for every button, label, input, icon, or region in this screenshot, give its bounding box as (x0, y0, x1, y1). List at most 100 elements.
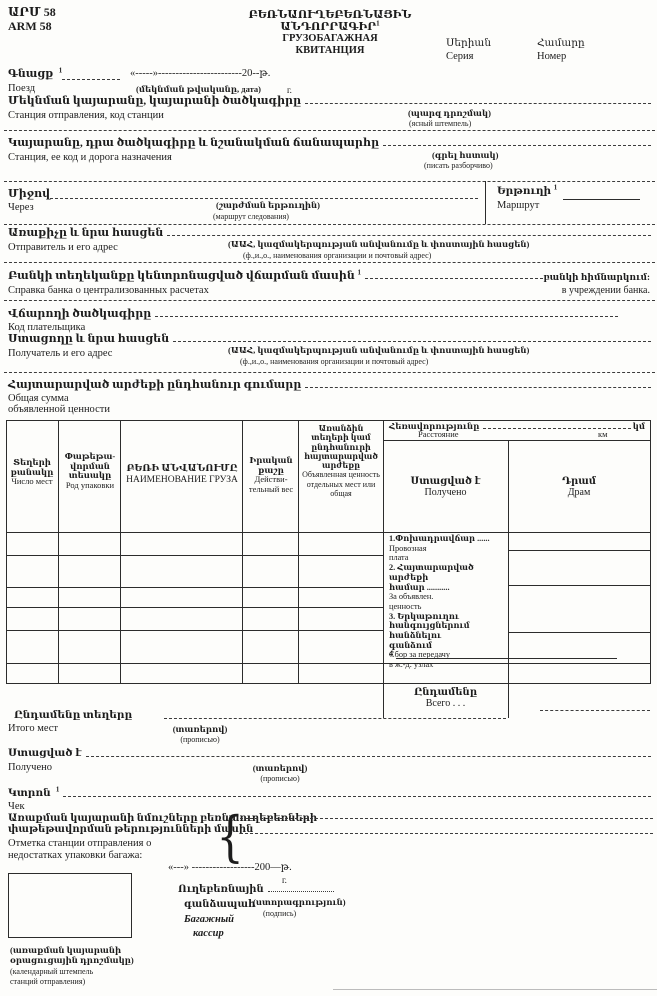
title-hy-line2: ԱՆԴՈՐՐԱԳԻՐ1 (280, 19, 380, 33)
defects-line2-ru: недостатках упаковки багажа: (8, 850, 143, 861)
dep-station-row: Մեկնման կայարանը, կայարանի ծածկագիրը (8, 95, 653, 107)
grid-line (508, 550, 651, 551)
footnote-mark: 1 (357, 268, 361, 277)
fee-line-4: 4 (389, 649, 394, 658)
fill-line (240, 818, 653, 819)
footnote-mark: 1 (376, 19, 380, 28)
footnote-mark: 1 (58, 66, 63, 75)
footnote-mark: 1 (553, 183, 558, 192)
fee-line: գանձում (389, 640, 433, 650)
in-words-note-hy: (տառերով) (172, 724, 228, 734)
grid-line (6, 532, 651, 533)
receiver-note-ru: (ф.,и.,о., наименования организации и по… (240, 357, 429, 366)
bank-label-hy: Բանկի տեղեկանքը կենտրոնացված վճարման մաս… (8, 268, 361, 282)
bank-right-ru: в учреждении банка. (561, 285, 650, 296)
in-words-note-hy: (տառերով) (252, 763, 308, 773)
fee-line: Провозная (389, 543, 427, 553)
fee-line: ценность (389, 601, 422, 611)
stamp-box (8, 873, 132, 938)
separator (4, 181, 655, 182)
check-label-ru: Чек (8, 801, 25, 812)
grid-line (6, 663, 651, 664)
title-hy-line1: ԲԵՌՆԱՈՒՂԵԲԵՌՆԱՅԻՆ (248, 9, 412, 21)
distance-km-ru: км (598, 429, 608, 439)
sign-date-blank: «---» ------------------200—թ. (168, 862, 292, 873)
in-words-note-ru: (прописью) (180, 735, 220, 744)
route-label-hy: Երթուղի 1 (497, 183, 558, 197)
grid-line (6, 420, 7, 683)
via-label-ru: Через (8, 202, 34, 213)
grid-line (6, 420, 651, 421)
col-header-cargo-name: ԲԵՌԻ ԱՆՎԱՆՈՒՄԸ НАИМЕНОВАНИЕ ГРУЗА (126, 464, 238, 485)
fee-line: За объявлен. (389, 592, 434, 602)
grid-line (298, 420, 299, 683)
fill-line (483, 427, 631, 429)
separator (4, 130, 655, 131)
fee-list: 1.Փոխադրավճար ...... Провозная плата 2. … (389, 534, 506, 670)
brace: { (216, 805, 244, 868)
series-label-ru: Серия (446, 51, 474, 62)
fee-line: Сбор за передачу (389, 650, 450, 660)
title-ru-line2: КВИТАНЦИЯ (295, 44, 365, 56)
distance-header-hy: Հեռավորությունը կմ (389, 421, 645, 431)
grid-line (383, 440, 651, 441)
payer-label-ru: Код плательщика (8, 322, 86, 333)
bank-label-ru: Справка банка о централизованных расчета… (8, 285, 209, 296)
fee-line: плата (389, 553, 409, 563)
separator (4, 224, 655, 225)
col-header-declared-value: Առանձին տեղերի կամ ընդհանուրի հայտարարվա… (302, 424, 380, 499)
form-title: ԲԵՌՆԱՈՒՂԵԲԵՌՆԱՅԻՆ ԱՆԴՈՐՐԱԳԻՐ1 ГРУЗОБАГАЖ… (215, 9, 445, 56)
dest-station-row: Կայարանը, դրա ծածկագիրը և նշանակման ճանա… (8, 137, 653, 149)
fill-line (364, 278, 543, 279)
fill-line (305, 103, 651, 104)
fill-line (167, 235, 651, 236)
total-places-label-hy: Ընդամենը տեղերը (14, 710, 133, 721)
sender-note-hy: (ԱԱՀ, կազմակերպության անվանումը և փոստայ… (228, 239, 530, 249)
defects-line2-hy: փաթեթավորման թերությունների մասին (8, 824, 254, 835)
received-row: Ստացված է (8, 748, 653, 760)
receiver-label-hy: Ստացողը և նրա հասցեն (8, 333, 170, 345)
via-note-ru: (маршрут следования) (213, 212, 289, 221)
footnote-mark: 1 (55, 785, 60, 794)
separator (4, 372, 655, 373)
train-year-g: г. (287, 85, 292, 95)
total-places-row: Ընդամենը տեղերը (14, 710, 508, 722)
fill-line (62, 79, 120, 80)
col-header-dram: Դրամ Драм (561, 476, 597, 498)
route-underline (563, 199, 640, 200)
series-label-hy: Սերիան (446, 38, 492, 49)
stamp-note-ru2: станций отправления) (10, 977, 86, 986)
fill-line (540, 710, 650, 711)
dest-station-note-ru: (писать разборчиво) (424, 161, 493, 170)
stamp-note-ru1: (календарный штемпель (10, 967, 94, 976)
grid-line (508, 632, 651, 633)
bank-right-hy: բանկի հիմնարկում: (543, 272, 650, 282)
form-code-hy: ԱՐՄ 58 (8, 5, 56, 19)
cashier-label-hy1: Ուղեբեռնային (178, 884, 264, 895)
grid-line (383, 420, 384, 718)
cashier-label-hy2: գանձապահ (184, 899, 256, 910)
fill-line (305, 387, 651, 388)
fee-line: в ж.-д. узлах (389, 660, 434, 670)
form-code-lat: ARM 58 (8, 19, 52, 33)
fill-line (173, 341, 651, 342)
received-label-hy: Ստացված է (8, 748, 82, 759)
receiver-row: Ստացողը և նրա հասցեն (8, 333, 653, 345)
grid-line (58, 420, 59, 683)
route-label-ru: Маршрут (497, 200, 540, 211)
train-label-hy: Գնացք 1 (8, 66, 63, 80)
dep-station-label-hy: Մեկնման կայարանը, կայարանի ծածկագիրը (8, 95, 302, 107)
fee4-underline (396, 658, 617, 659)
defects-line1-hy: Առաքման կայարանի նմուշները բեռնաուղեբեռն… (8, 813, 318, 824)
col-header-received: Ստացված է Получено (410, 476, 481, 498)
dest-station-label-ru: Станция, ее код и дорога назначения (8, 152, 172, 163)
separator (4, 262, 655, 263)
fill-line (63, 795, 651, 797)
number-label-hy: Համարը (537, 38, 585, 49)
title-ru-line1: ГРУЗОБАГАЖНАЯ (282, 33, 378, 44)
number-label-ru: Номер (537, 51, 567, 62)
grid-line (508, 440, 509, 718)
cashier-label-ru1: Багажный (184, 914, 234, 925)
fill-line (50, 198, 478, 199)
